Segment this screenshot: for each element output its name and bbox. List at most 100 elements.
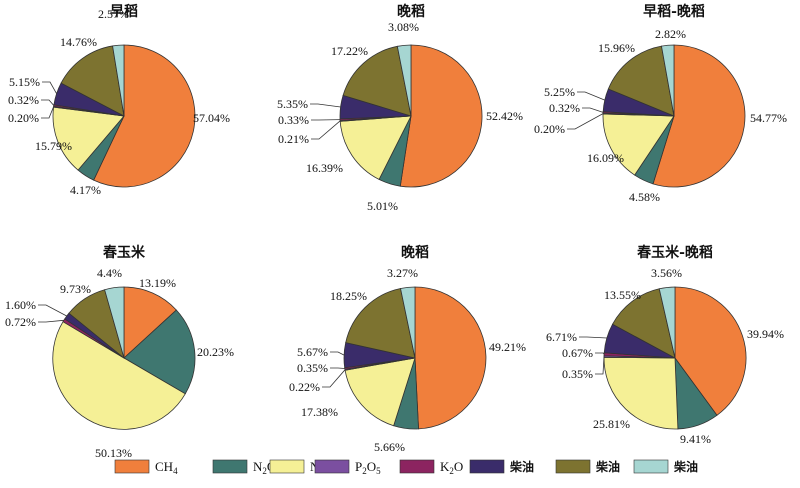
pie-slice — [52, 321, 186, 430]
pie-slice — [342, 45, 412, 117]
data-label: 13.19% — [139, 276, 176, 290]
leader-line — [582, 107, 604, 113]
data-label: 0.67% — [562, 346, 593, 360]
legend-swatch — [555, 459, 591, 474]
data-label: 3.56% — [651, 266, 682, 280]
pie-slice — [602, 113, 675, 176]
legend-swatch — [114, 459, 150, 474]
pie-slice — [112, 44, 125, 117]
data-label: 0.32% — [8, 93, 39, 107]
data-label: 2.82% — [655, 27, 686, 41]
data-label: 5.01% — [367, 199, 398, 213]
leader-line — [595, 356, 605, 375]
chart-title: 春玉米 — [102, 244, 146, 261]
leader-line — [579, 336, 607, 339]
pie-slice — [414, 286, 487, 430]
legend-swatch — [469, 459, 505, 474]
leader-line — [41, 99, 55, 106]
legend-swatch — [399, 459, 435, 474]
data-label: 5.15% — [9, 75, 40, 89]
data-label: 4.17% — [70, 183, 101, 197]
data-label: 39.94% — [747, 327, 784, 341]
pie-slice — [104, 286, 125, 359]
legend-label: P2O5 — [355, 459, 381, 476]
legend-label: 柴油 — [673, 459, 698, 474]
pie-slice — [396, 44, 412, 117]
pie-slice — [661, 44, 675, 117]
data-label: 25.81% — [593, 417, 630, 431]
legend-label: CH4 — [155, 459, 178, 476]
data-label: 1.60% — [5, 298, 36, 312]
leader-line — [567, 113, 604, 130]
pie-slice — [674, 286, 747, 416]
data-label: 0.33% — [278, 113, 309, 127]
chart-title: 春玉米-晚稻 — [636, 244, 713, 261]
chart-title: 早稻 — [110, 3, 138, 20]
legend-label: 柴油 — [509, 459, 534, 474]
data-label: 17.38% — [301, 405, 338, 419]
pie-slice — [52, 106, 125, 171]
data-label: 3.08% — [388, 20, 419, 34]
data-label: 0.21% — [278, 132, 309, 146]
pie-chart-6: 春玉米-晚稻 39.94% 9.41% 25.81% 0.35% 0.67% 6.71% 13… — [546, 244, 784, 446]
chart-title: 晚稻 — [401, 244, 429, 261]
leader-line — [310, 103, 341, 108]
legend-label: K2O — [440, 459, 463, 476]
data-label: 3.27% — [387, 266, 418, 280]
pie-slice — [658, 286, 676, 359]
legend-swatch — [269, 459, 305, 474]
leader-line — [577, 91, 605, 101]
data-label: 15.96% — [598, 41, 635, 55]
data-label: 14.76% — [60, 35, 97, 49]
data-label: 9.73% — [60, 282, 91, 296]
legend-label: 柴油 — [595, 459, 620, 474]
leader-line — [42, 81, 57, 94]
pie-slice — [603, 356, 679, 430]
data-label: 20.23% — [197, 345, 234, 359]
data-label: 50.13% — [95, 446, 132, 460]
leader-line — [38, 304, 67, 317]
data-label: 0.32% — [549, 101, 580, 115]
pie-slice — [93, 44, 196, 188]
data-label: 0.20% — [534, 122, 565, 136]
pie-chart-2: 晚稻 52.42% 5.01% 16.39% 0.21% 0.33% 5.35% 17.22%… — [277, 3, 523, 213]
leader-line — [330, 367, 345, 369]
data-label: 5.67% — [297, 345, 328, 359]
pie-slice — [607, 45, 675, 117]
data-label: 4.58% — [629, 190, 660, 204]
pie-slice — [400, 286, 416, 359]
pie-chart-3: 早稻-晚稻 54.77% 4.58% 16.09% 0.20% 0.32% 5.25% 15.… — [534, 3, 787, 204]
data-label: 0.72% — [5, 315, 36, 329]
data-label: 6.71% — [546, 330, 577, 344]
pie-slice — [345, 288, 416, 359]
pie-slice — [339, 115, 412, 180]
pie-slice — [399, 44, 483, 188]
pie-chart-4: 春玉米 13.19% 20.23% 50.13% 0.72% 1.60% 9.73% 4.4% — [5, 244, 234, 460]
data-label: 9.41% — [680, 432, 711, 446]
data-label: 5.66% — [374, 440, 405, 454]
data-label: 54.77% — [750, 111, 787, 125]
data-label: 52.42% — [486, 109, 523, 123]
data-label: 5.35% — [277, 97, 308, 111]
leader-line — [311, 120, 341, 140]
data-label: 0.35% — [562, 367, 593, 381]
pie-slice — [344, 357, 416, 427]
data-label: 0.35% — [297, 361, 328, 375]
chart-title: 晚稻 — [397, 3, 425, 20]
data-label: 0.20% — [8, 111, 39, 125]
data-label: 17.22% — [331, 44, 368, 58]
leader-line — [38, 319, 64, 323]
data-label: 16.39% — [306, 161, 343, 175]
data-label: 16.09% — [587, 151, 624, 165]
data-label: 49.21% — [489, 340, 526, 354]
data-label: 57.04% — [193, 111, 230, 125]
pie-slice — [60, 45, 125, 117]
leader-line — [322, 369, 346, 388]
data-label: 5.25% — [544, 85, 575, 99]
pie-slice — [123, 309, 196, 395]
pie-slice — [652, 44, 746, 188]
data-label: 13.55% — [604, 288, 641, 302]
legend-swatch — [633, 459, 669, 474]
legend: CH4N2ONP2O5K2O柴油柴油柴油 — [114, 459, 698, 476]
